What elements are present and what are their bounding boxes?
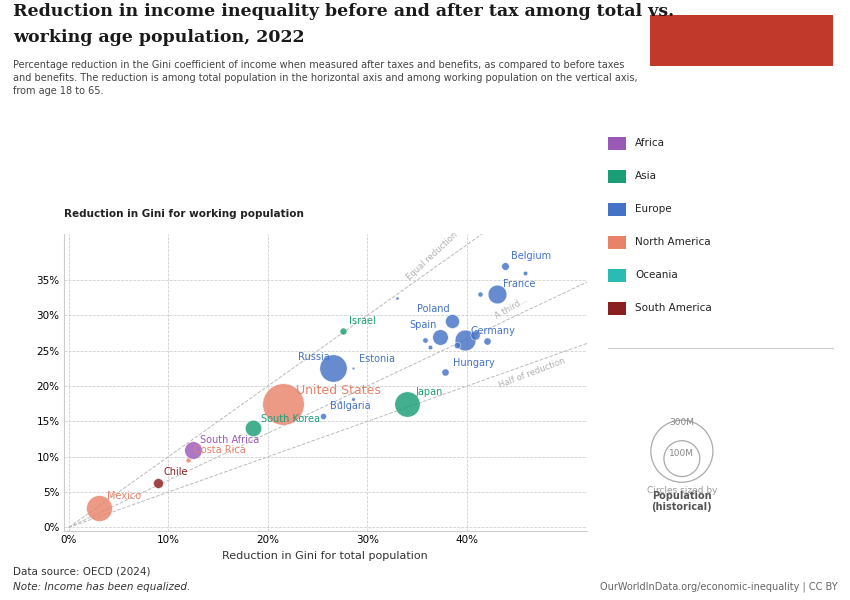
Text: Hungary: Hungary [453, 358, 495, 368]
Point [418, 335, 432, 345]
Point [151, 478, 165, 488]
Point [390, 293, 404, 302]
Text: Poland: Poland [417, 304, 450, 314]
Text: Asia: Asia [635, 172, 657, 181]
Point [92, 503, 105, 512]
Point [675, 446, 688, 456]
Text: Mexico: Mexico [106, 491, 141, 500]
Point [480, 337, 494, 346]
Point [458, 335, 472, 345]
Point [445, 316, 459, 326]
Text: 300M: 300M [669, 418, 694, 427]
Text: 100M: 100M [669, 449, 694, 458]
Point [400, 399, 414, 409]
Text: Population
(historical): Population (historical) [652, 491, 712, 512]
Text: France: France [503, 279, 536, 289]
Point [498, 261, 512, 271]
Point [186, 445, 200, 454]
Text: Estonia: Estonia [360, 354, 395, 364]
Text: Percentage reduction in the Gini coefficient of income when measured after taxes: Percentage reduction in the Gini coeffic… [13, 60, 638, 97]
Point [468, 331, 482, 340]
Point [332, 397, 346, 406]
Text: Half of reduction: Half of reduction [497, 356, 566, 390]
Text: Spain: Spain [410, 320, 437, 330]
Text: A third...: A third... [494, 295, 530, 321]
Text: Reduction in income inequality before and after tax among total vs.: Reduction in income inequality before an… [13, 3, 674, 20]
Text: OurWorldInData.org/economic-inequality | CC BY: OurWorldInData.org/economic-inequality |… [599, 582, 837, 593]
Point [326, 364, 339, 373]
Point [450, 340, 464, 350]
X-axis label: Reduction in Gini for total population: Reduction in Gini for total population [222, 551, 428, 561]
Text: South America: South America [635, 304, 711, 313]
Point [490, 289, 504, 299]
Text: North America: North America [635, 238, 711, 247]
Text: Germany: Germany [471, 326, 516, 336]
Text: United States: United States [296, 383, 381, 397]
Point [518, 268, 531, 278]
Text: Equal reduction: Equal reduction [405, 230, 460, 282]
Text: Japan: Japan [416, 388, 443, 397]
Text: Circles sized by: Circles sized by [647, 486, 717, 495]
Point [316, 411, 330, 421]
Text: South Africa: South Africa [200, 435, 259, 445]
Text: Chile: Chile [163, 467, 188, 477]
Text: Note: Income has been equalized.: Note: Income has been equalized. [13, 582, 190, 592]
Point [675, 454, 688, 463]
Text: Israel: Israel [348, 316, 375, 326]
Text: South Korea: South Korea [261, 414, 320, 424]
Text: Reduction in Gini for working population: Reduction in Gini for working population [64, 209, 303, 219]
Point [423, 343, 437, 352]
Text: Belgium: Belgium [511, 251, 551, 261]
Text: Oceania: Oceania [635, 271, 677, 280]
Point [276, 399, 290, 409]
Text: Russia: Russia [298, 352, 330, 362]
Text: Bulgaria: Bulgaria [330, 401, 371, 412]
Text: Costa Rica: Costa Rica [194, 445, 246, 455]
Text: Data source: OECD (2024): Data source: OECD (2024) [13, 567, 150, 577]
Text: Europe: Europe [635, 205, 672, 214]
Point [473, 289, 487, 299]
Text: Africa: Africa [635, 139, 665, 148]
Point [439, 367, 452, 377]
Point [336, 326, 349, 335]
Point [346, 394, 360, 404]
Point [434, 332, 447, 341]
Point [246, 424, 260, 433]
Point [346, 364, 360, 373]
Point [181, 455, 195, 464]
Text: working age population, 2022: working age population, 2022 [13, 29, 304, 46]
